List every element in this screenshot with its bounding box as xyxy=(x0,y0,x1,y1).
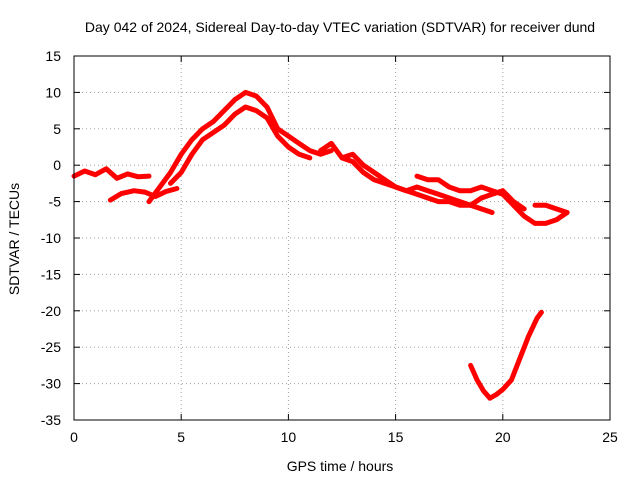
series-line-sat-track-2 xyxy=(107,186,180,203)
y-tick-label: 10 xyxy=(45,84,61,100)
x-tick-label: 25 xyxy=(602,429,618,445)
series-line-sat-track-8 xyxy=(532,202,570,215)
y-tick-label: 0 xyxy=(53,157,61,173)
x-axis-label: GPS time / hours xyxy=(287,458,394,474)
x-tick-label: 20 xyxy=(495,429,511,445)
x-tick-label: 10 xyxy=(281,429,297,445)
y-tick-label: -5 xyxy=(49,194,62,210)
y-tick-label: -20 xyxy=(41,303,61,319)
y-axis-label: SDTVAR / TECUs xyxy=(6,183,22,295)
series-line-sat-track-9 xyxy=(468,309,544,401)
y-tick-label: -30 xyxy=(41,376,61,392)
series-group xyxy=(71,89,570,401)
x-tick-label: 15 xyxy=(388,429,404,445)
y-tick-label: -35 xyxy=(41,412,61,428)
chart-title: Day 042 of 2024, Sidereal Day-to-day VTE… xyxy=(85,19,595,35)
grid xyxy=(74,56,610,420)
y-tick-label: -25 xyxy=(41,339,61,355)
y-tick-label: 5 xyxy=(53,121,61,137)
series-line-sat-track-3 xyxy=(146,89,334,205)
series-line-sat-track-1 xyxy=(71,166,152,181)
series-line-sat-track-6 xyxy=(339,155,495,215)
x-tick-label: 5 xyxy=(177,429,185,445)
series-line-sat-track-5 xyxy=(318,140,527,212)
ticks: 0 5 10 15 20 25 15 10 5 0 -5 -10 -15 -20 -25 -30 -35 xyxy=(41,48,618,445)
y-tick-label: 15 xyxy=(45,48,61,64)
y-tick-label: -10 xyxy=(41,230,61,246)
x-tick-label: 0 xyxy=(70,429,78,445)
series-line-sat-track-7 xyxy=(414,173,570,226)
series-line-sat-track-4 xyxy=(168,104,313,186)
y-tick-label: -15 xyxy=(41,266,61,282)
